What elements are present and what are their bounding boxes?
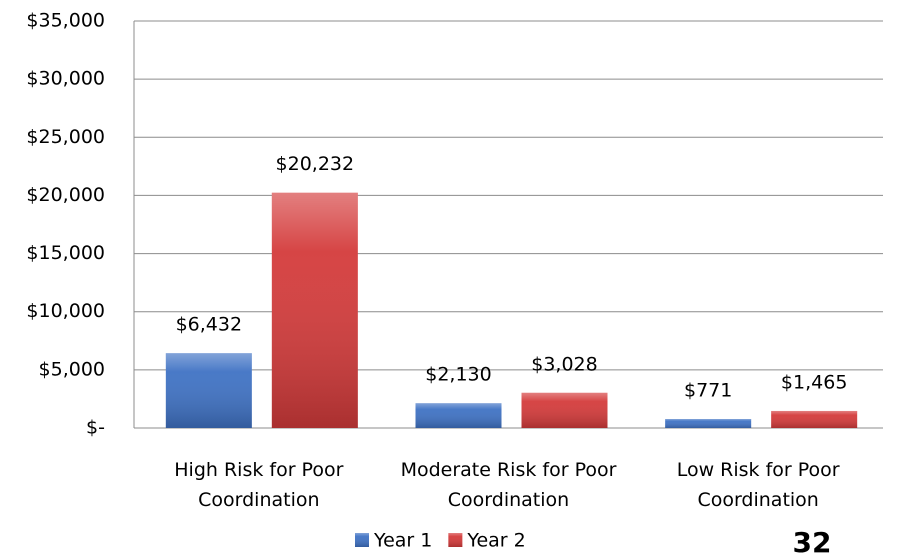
bar-shade: [771, 410, 858, 428]
y-tick-label: $20,000: [26, 184, 105, 206]
bar-shade: [521, 392, 608, 428]
legend-swatch-shade: [355, 533, 369, 547]
legend-swatch-shade: [448, 533, 463, 547]
legend-label: Year 1: [373, 530, 432, 552]
bar-shade: [271, 192, 358, 428]
data-label: $771: [684, 380, 732, 402]
y-tick-label: $10,000: [26, 300, 105, 322]
x-tick-label: Moderate Risk for Poor Coordination: [400, 459, 617, 511]
x-tick-label: High Risk for Poor Coordination: [174, 459, 344, 511]
x-tick-label: Low Risk for Poor Coordination: [676, 459, 840, 511]
legend-label: Year 2: [466, 530, 525, 552]
data-label: $2,130: [425, 364, 491, 386]
data-label: $20,232: [276, 153, 355, 175]
y-tick-label: $30,000: [26, 68, 105, 90]
bar-shade: [665, 419, 752, 428]
page-number: 32: [793, 526, 832, 555]
y-tick-label: $-: [86, 417, 105, 439]
bar-shade: [165, 353, 252, 428]
data-label: $6,432: [176, 314, 242, 336]
bar-shade: [415, 403, 502, 428]
data-label: $3,028: [531, 353, 597, 375]
y-tick-label: $35,000: [26, 10, 105, 32]
y-tick-label: $5,000: [39, 358, 105, 380]
y-tick-label: $15,000: [26, 242, 105, 264]
data-label: $1,465: [781, 371, 847, 393]
y-tick-label: $25,000: [26, 126, 105, 148]
